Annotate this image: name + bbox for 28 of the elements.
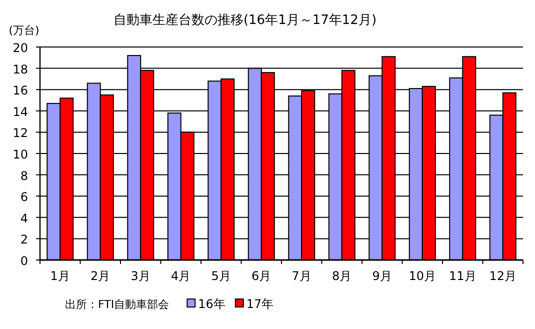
y-tick-label: 6	[20, 190, 28, 204]
x-tick-label: 11月	[448, 269, 476, 283]
legend-label: 16年	[198, 297, 226, 311]
x-tick-label: 1月	[50, 269, 70, 283]
y-tick-label: 4	[20, 211, 28, 226]
x-tick-label: 7月	[292, 269, 312, 283]
y-tick-label: 14	[12, 104, 28, 119]
title: 自動車生産台数の推移(16年1月～17年12月)	[113, 13, 377, 28]
y-tick-label: 18	[12, 62, 28, 76]
x-tick-label: 2月	[90, 269, 110, 283]
y-tick-label: 20	[12, 41, 28, 55]
x-tick-label: 10月	[408, 269, 436, 283]
legend-label: 17年	[246, 297, 274, 311]
y-tick-label: 8	[20, 168, 28, 183]
x-tick-label: 3月	[130, 269, 150, 283]
y-tick-label: 16	[12, 84, 28, 98]
y-tick-label: 2	[20, 232, 28, 247]
x-tick-label: 8月	[332, 269, 352, 283]
y-axis-title: (万台)	[8, 24, 40, 37]
x-tick-label: 6月	[252, 269, 272, 283]
x-tick-label: 5月	[211, 269, 231, 283]
x-tick-label: 12月	[489, 269, 517, 283]
y-tick-label: 12	[12, 126, 28, 140]
y-tick-label: 0	[20, 254, 28, 268]
x-tick-label: 4月	[171, 269, 191, 283]
text: 出所：FTI自動車部会	[65, 298, 170, 311]
y-tick-label: 10	[12, 148, 28, 162]
x-tick-label: 9月	[372, 269, 392, 283]
